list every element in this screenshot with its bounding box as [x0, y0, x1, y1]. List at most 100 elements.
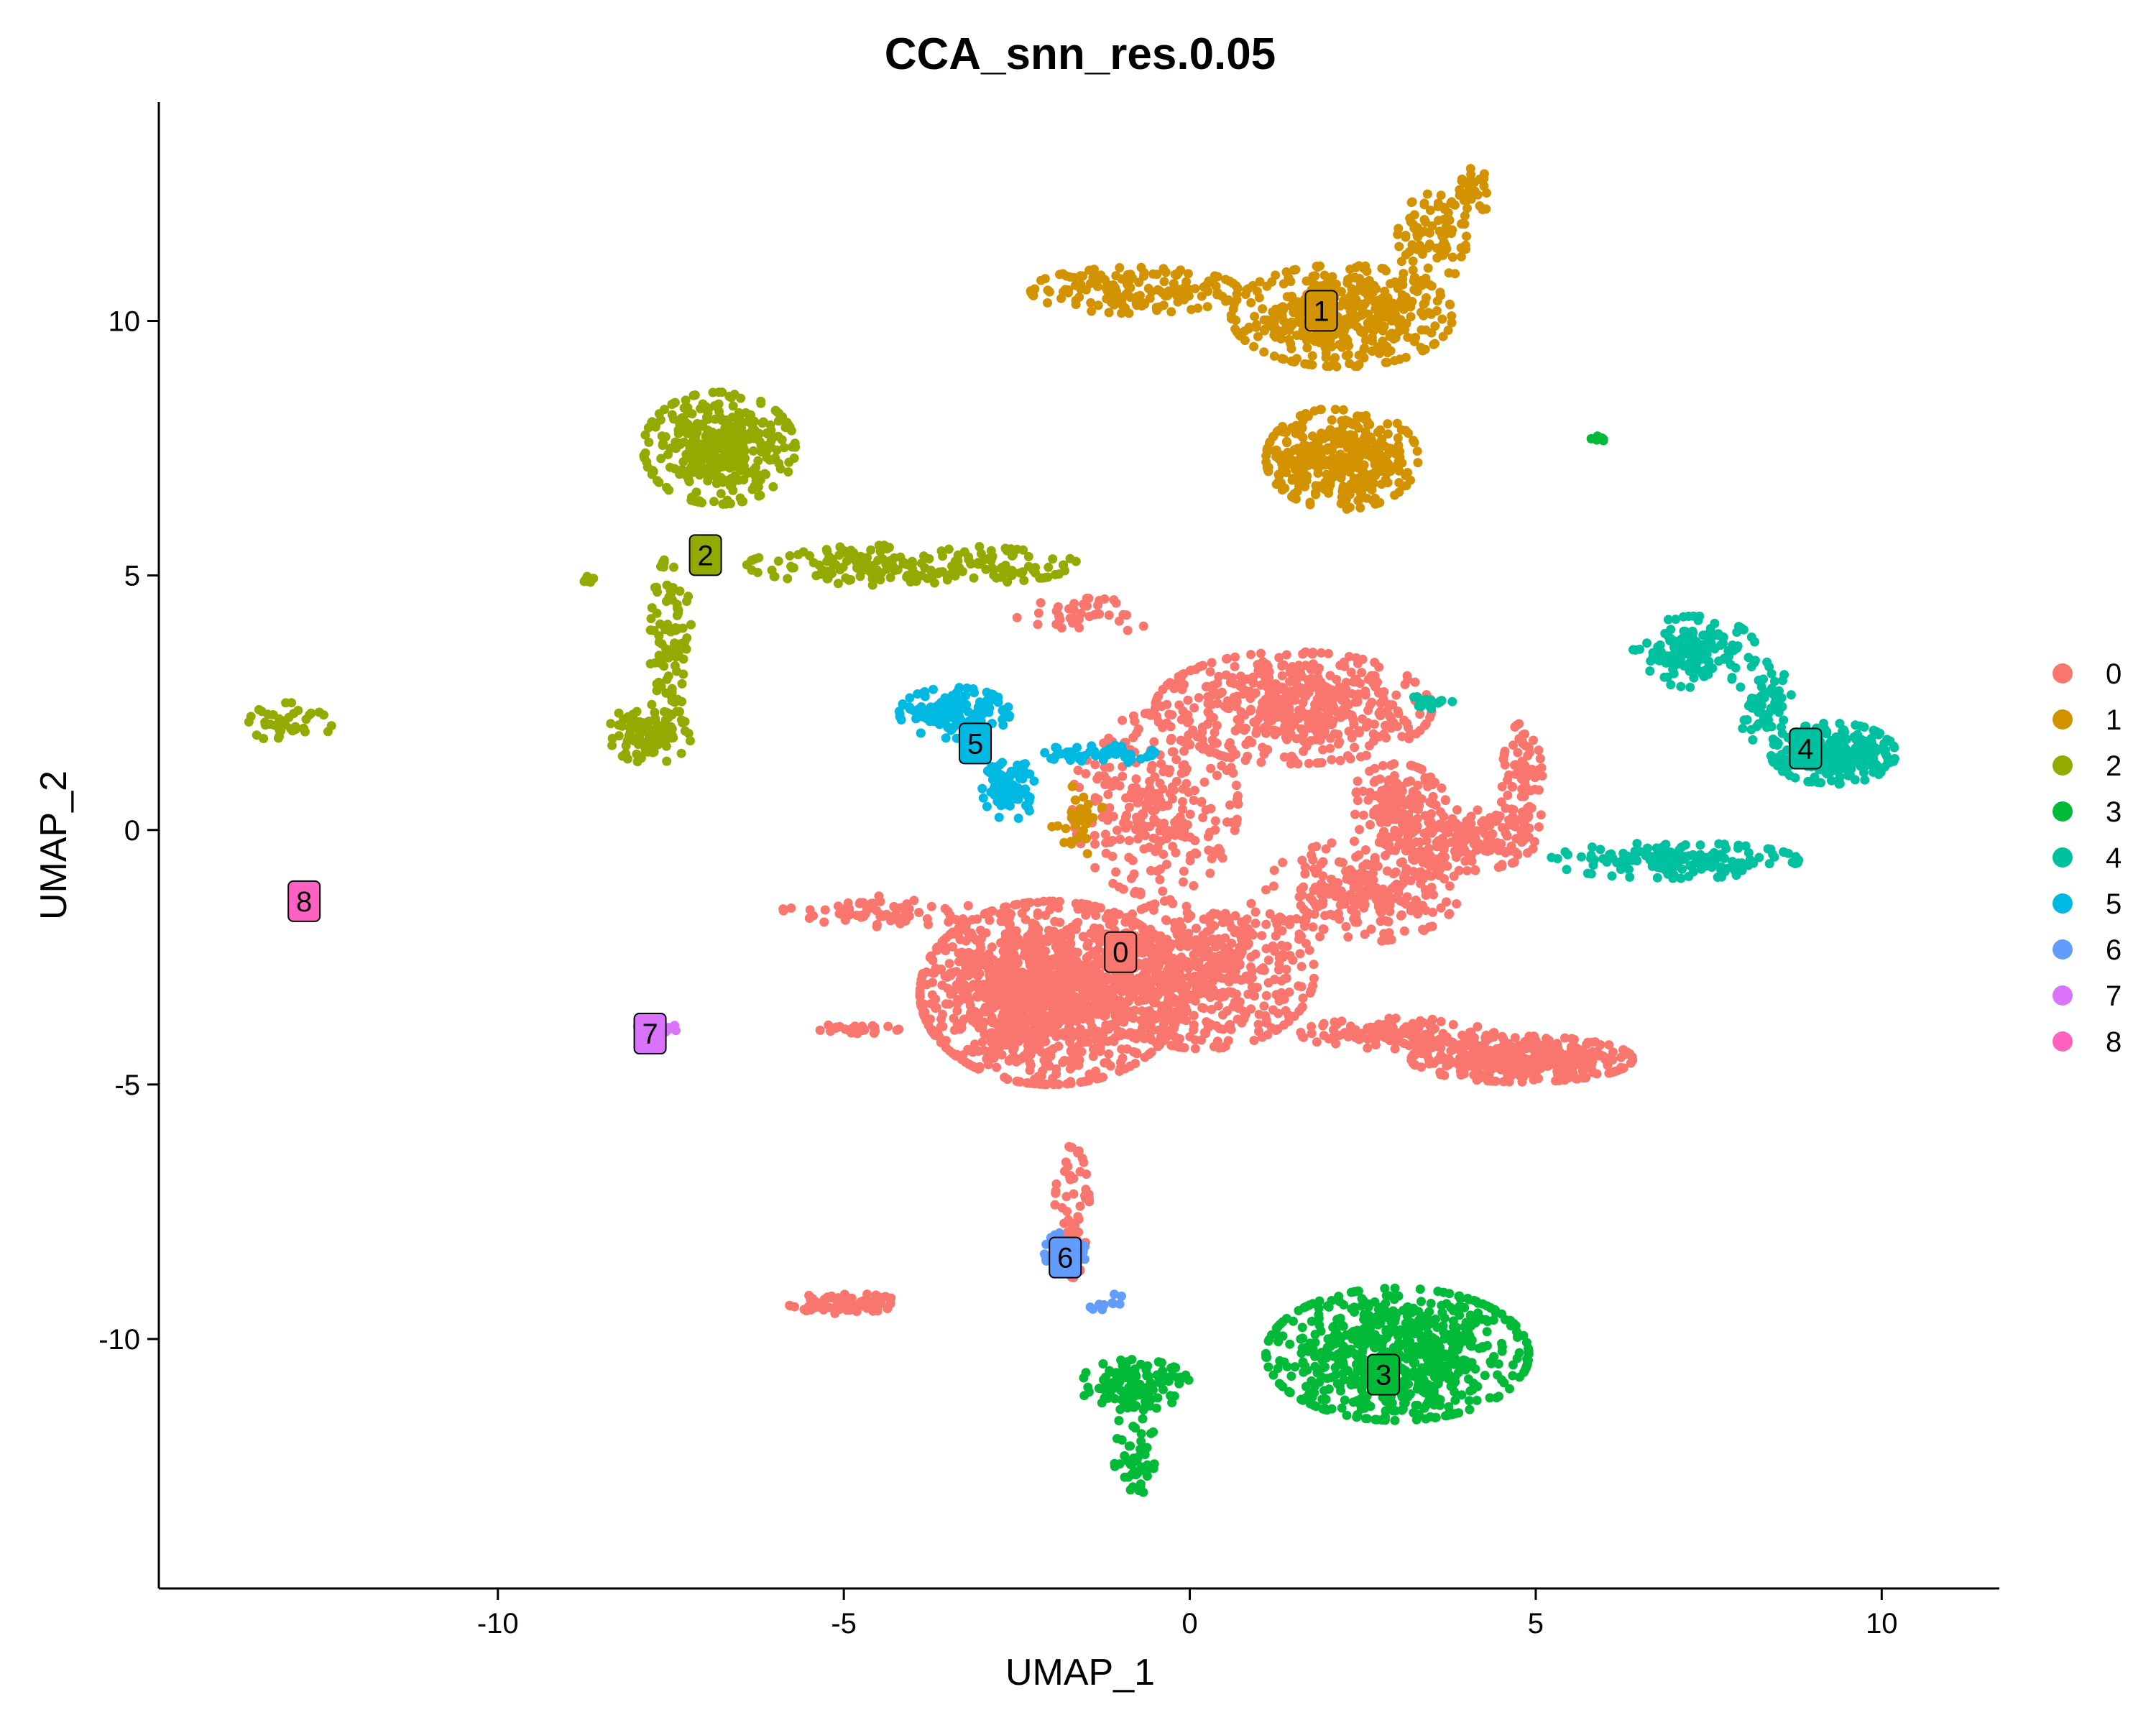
- point-cluster-0: [1352, 787, 1361, 797]
- point-cluster-0: [1482, 1070, 1492, 1080]
- point-cluster-0: [1297, 890, 1307, 900]
- point-cluster-0: [1175, 812, 1185, 822]
- point-cluster-0: [1021, 914, 1031, 924]
- point-cluster-0: [1083, 938, 1093, 948]
- point-cluster-1: [1261, 451, 1271, 461]
- point-cluster-0: [1015, 1021, 1026, 1031]
- point-cluster-0: [1309, 960, 1319, 970]
- point-cluster-0: [980, 1007, 990, 1017]
- point-cluster-0: [1296, 706, 1307, 716]
- point-cluster-0: [1201, 979, 1211, 989]
- point-cluster-1: [1365, 289, 1375, 299]
- point-cluster-0: [1489, 1028, 1499, 1038]
- point-cluster-0: [1189, 786, 1199, 796]
- point-cluster-0: [1114, 616, 1124, 626]
- point-cluster-0: [1358, 714, 1368, 724]
- point-cluster-0: [1124, 836, 1134, 845]
- point-cluster-0: [1378, 760, 1388, 770]
- point-cluster-0: [1164, 709, 1174, 719]
- point-cluster-0: [1628, 1055, 1637, 1065]
- point-cluster-0: [1215, 950, 1225, 960]
- point-cluster-0: [972, 991, 982, 1001]
- point-cluster-0: [1166, 1041, 1176, 1050]
- point-cluster-0: [1304, 945, 1314, 955]
- point-cluster-0: [1253, 714, 1263, 724]
- point-cluster-0: [1330, 729, 1340, 739]
- point-cluster-0: [1184, 739, 1194, 749]
- point-cluster-0: [1118, 715, 1128, 725]
- point-cluster-0: [1526, 1039, 1536, 1049]
- point-cluster-1: [1258, 304, 1268, 314]
- point-cluster-0: [1197, 1003, 1207, 1013]
- point-cluster-0: [1189, 1025, 1199, 1035]
- point-cluster-0: [955, 975, 965, 985]
- point-cluster-0: [1056, 1012, 1067, 1022]
- point-cluster-0: [1022, 993, 1032, 1003]
- point-cluster-0: [1059, 1056, 1069, 1065]
- point-cluster-0: [1154, 985, 1164, 995]
- point-cluster-0: [1033, 1029, 1044, 1039]
- point-cluster-0: [1207, 691, 1217, 700]
- point-cluster-0: [926, 901, 936, 911]
- point-cluster-0: [1085, 990, 1095, 1000]
- point-cluster-0: [1281, 650, 1291, 660]
- point-cluster-0: [1581, 1073, 1591, 1082]
- point-cluster-0: [1214, 844, 1224, 853]
- point-cluster-0: [1171, 776, 1181, 786]
- point-cluster-0: [998, 1011, 1008, 1021]
- point-cluster-0: [1237, 947, 1247, 957]
- point-cluster-0: [1522, 848, 1532, 858]
- point-cluster-0: [1307, 649, 1317, 659]
- point-cluster-0: [1445, 822, 1455, 832]
- point-cluster-0: [1397, 786, 1407, 796]
- point-cluster-0: [1062, 1206, 1072, 1216]
- point-cluster-0: [979, 980, 989, 990]
- point-cluster-0: [1353, 796, 1363, 806]
- point-cluster-0: [1220, 908, 1230, 919]
- point-cluster-0: [1396, 857, 1406, 868]
- point-cluster-0: [1128, 921, 1138, 931]
- point-cluster-0: [1152, 866, 1162, 876]
- point-cluster-0: [1322, 883, 1332, 893]
- point-cluster-0: [946, 989, 956, 999]
- point-cluster-0: [882, 909, 892, 919]
- point-cluster-1: [1412, 446, 1422, 456]
- point-cluster-0: [1073, 960, 1083, 970]
- point-cluster-0: [1493, 862, 1503, 873]
- point-cluster-0: [1464, 850, 1473, 860]
- point-cluster-0: [994, 987, 1004, 997]
- point-cluster-0: [1207, 934, 1217, 944]
- point-cluster-1: [1321, 352, 1331, 362]
- point-cluster-1: [1437, 314, 1447, 324]
- point-cluster-0: [1189, 1011, 1199, 1021]
- point-cluster-0: [835, 1021, 844, 1031]
- point-cluster-1: [1386, 279, 1396, 289]
- point-cluster-0: [1386, 893, 1396, 903]
- point-cluster-0: [1280, 721, 1290, 731]
- point-cluster-0: [1114, 882, 1124, 892]
- point-cluster-0: [1351, 653, 1361, 663]
- point-cluster-0: [997, 998, 1007, 1008]
- point-cluster-0: [1164, 952, 1173, 962]
- point-cluster-0: [1129, 869, 1139, 879]
- point-cluster-0: [1235, 960, 1245, 970]
- point-cluster-0: [1242, 914, 1252, 924]
- point-cluster-0: [923, 919, 934, 929]
- point-cluster-1: [1246, 298, 1256, 308]
- point-cluster-0: [1189, 880, 1199, 891]
- point-cluster-0: [1046, 998, 1056, 1008]
- point-cluster-0: [1146, 933, 1156, 943]
- point-cluster-0: [1604, 1040, 1614, 1050]
- point-cluster-0: [1487, 816, 1497, 826]
- point-cluster-0: [1256, 648, 1266, 658]
- point-cluster-0: [1130, 1006, 1140, 1016]
- point-cluster-0: [1060, 991, 1070, 1001]
- point-cluster-0: [1409, 867, 1419, 876]
- point-cluster-0: [1085, 901, 1095, 911]
- point-cluster-0: [1164, 941, 1174, 951]
- point-cluster-0: [1151, 698, 1161, 708]
- point-cluster-1: [1291, 264, 1301, 275]
- point-cluster-0: [1294, 981, 1304, 991]
- point-cluster-0: [1240, 1009, 1250, 1019]
- point-cluster-0: [1403, 777, 1412, 787]
